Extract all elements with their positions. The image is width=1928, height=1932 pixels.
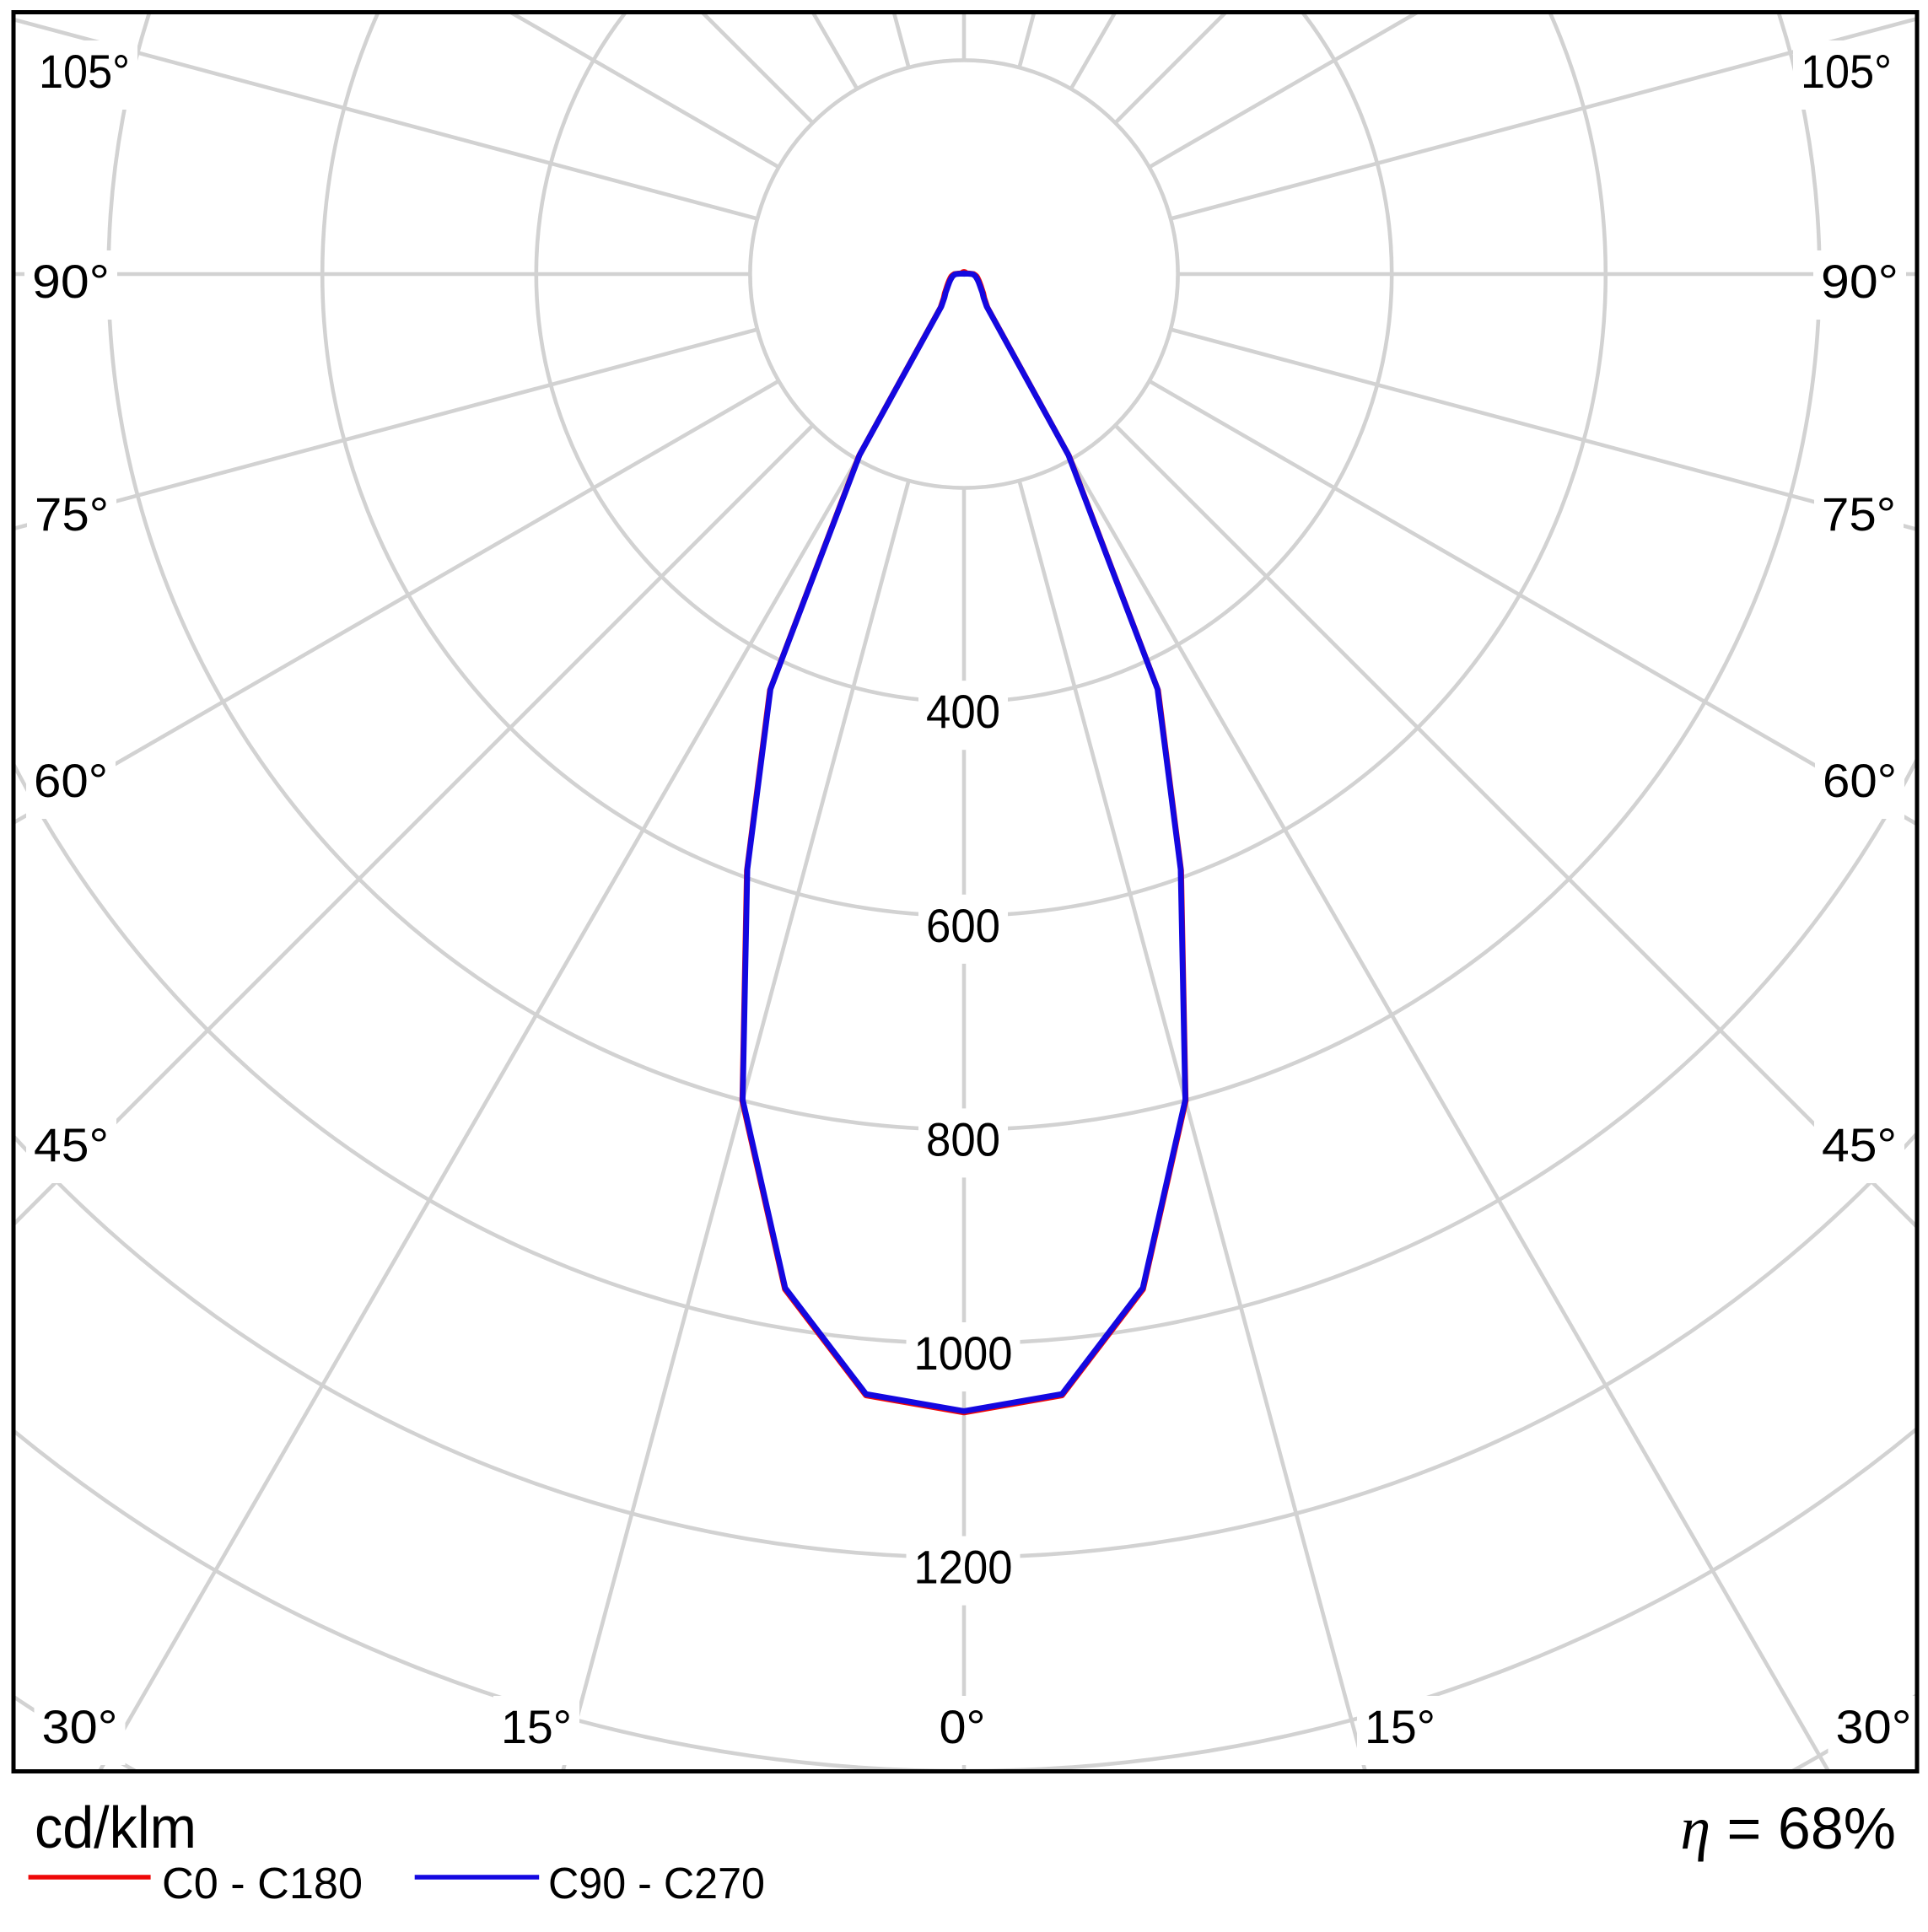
svg-text:600: 600 (926, 899, 1000, 952)
svg-text:η = 68%: η = 68% (1680, 1795, 1896, 1862)
svg-text:15°: 15° (501, 1700, 572, 1753)
svg-text:1200: 1200 (914, 1541, 1013, 1594)
svg-text:45°: 45° (1822, 1118, 1897, 1171)
svg-text:30°: 30° (1836, 1700, 1912, 1753)
svg-text:45°: 45° (34, 1118, 109, 1171)
svg-text:400: 400 (926, 685, 1000, 738)
svg-text:cd/klm: cd/klm (35, 1795, 197, 1860)
svg-text:75°: 75° (1822, 487, 1896, 541)
svg-text:30°: 30° (42, 1700, 118, 1753)
svg-text:C90 - C270: C90 - C270 (548, 1859, 765, 1908)
svg-text:C0 - C180: C0 - C180 (162, 1859, 363, 1908)
svg-text:90°: 90° (1821, 255, 1898, 308)
svg-text:105°: 105° (1801, 45, 1892, 98)
svg-text:15°: 15° (1365, 1700, 1435, 1753)
svg-text:0°: 0° (940, 1700, 986, 1753)
svg-text:800: 800 (926, 1112, 1000, 1165)
svg-text:1000: 1000 (914, 1327, 1013, 1380)
svg-text:105°: 105° (39, 45, 130, 98)
svg-text:75°: 75° (35, 487, 109, 541)
svg-text:60°: 60° (1823, 754, 1897, 807)
svg-text:60°: 60° (34, 754, 108, 807)
svg-text:90°: 90° (32, 255, 110, 308)
